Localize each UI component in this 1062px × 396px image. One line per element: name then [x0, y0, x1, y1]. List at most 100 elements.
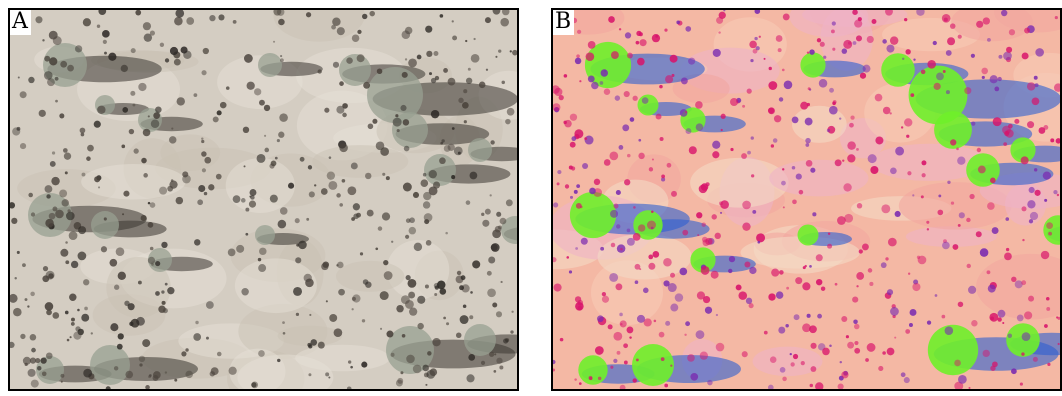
speckle [482, 219, 490, 227]
speckle [153, 371, 161, 379]
speckle [147, 115, 150, 118]
vegetation [690, 247, 716, 273]
speckle [424, 219, 430, 225]
speckle [791, 165, 796, 170]
speckle [423, 191, 432, 201]
speckle [741, 153, 747, 159]
speckle [469, 315, 474, 320]
speckle [193, 333, 202, 341]
speckle [197, 199, 204, 206]
speckle [82, 18, 92, 27]
speckle [427, 351, 432, 356]
speckle [350, 162, 358, 170]
speckle [445, 231, 448, 235]
speckle [643, 318, 652, 327]
speckle [619, 312, 623, 317]
speckle [608, 16, 615, 23]
speckle [627, 153, 631, 158]
green-vegetation [569, 41, 1060, 386]
speckle [867, 154, 877, 164]
speckle [49, 57, 58, 66]
speckle [553, 257, 557, 263]
speckle [317, 69, 322, 74]
speckle [829, 344, 832, 347]
speckle [43, 71, 53, 80]
speckle [809, 383, 814, 388]
speckle [218, 14, 225, 21]
speckle [352, 203, 361, 211]
speckle [494, 353, 497, 356]
speckle [886, 347, 895, 356]
speckle [989, 312, 999, 322]
speckle [894, 210, 901, 218]
speckle [401, 71, 408, 78]
speckle [439, 14, 444, 18]
speckle [500, 280, 503, 284]
speckle [1021, 332, 1031, 341]
speckle [574, 129, 584, 139]
speckle [712, 48, 721, 57]
speckle [489, 351, 495, 357]
speckle [325, 300, 328, 303]
speckle [615, 283, 623, 291]
speckle [356, 212, 361, 218]
false-color-photo [553, 10, 1060, 389]
speckle [859, 72, 867, 79]
speckle [900, 126, 904, 129]
speckle [433, 51, 439, 57]
speckle [941, 314, 946, 319]
speckle [905, 329, 911, 334]
speckle [161, 300, 166, 305]
speckle [161, 290, 165, 294]
speckle [886, 289, 894, 296]
speckle [117, 333, 124, 340]
panel-a-aerial-image: A [8, 8, 519, 391]
dark-speckles [10, 10, 517, 389]
speckle [894, 336, 897, 339]
speckle [942, 241, 950, 250]
shrub [91, 211, 119, 239]
speckle [987, 37, 991, 42]
speckle [29, 333, 37, 341]
speckle [365, 172, 372, 180]
speckle [423, 213, 433, 222]
speckle [287, 182, 295, 189]
speckle [183, 50, 192, 60]
speckle [850, 115, 855, 120]
speckle [574, 296, 582, 303]
speckle [236, 244, 245, 253]
speckle [70, 260, 79, 269]
speckle [104, 51, 107, 55]
speckle [96, 24, 101, 28]
speckle [651, 210, 654, 214]
speckle [1028, 219, 1034, 224]
speckle [597, 376, 602, 381]
speckle [150, 119, 160, 129]
speckle [832, 47, 836, 51]
speckle [396, 304, 404, 313]
speckle [462, 304, 467, 309]
speckle [227, 248, 236, 257]
speckle [553, 359, 556, 365]
speckle [858, 249, 863, 254]
speckle [589, 187, 596, 195]
speckle [1055, 138, 1060, 144]
speckle [470, 53, 480, 63]
speckle [752, 48, 758, 54]
speckle [956, 147, 959, 151]
speckle [174, 378, 178, 382]
speckle [629, 336, 632, 339]
speckle [659, 137, 664, 142]
speckle [459, 285, 465, 291]
speckle [456, 270, 462, 276]
speckle [505, 118, 511, 125]
speckle [1028, 186, 1035, 194]
speckle [70, 322, 75, 326]
speckle [309, 313, 312, 317]
speckle [68, 231, 78, 241]
speckle [837, 383, 844, 389]
speckle [41, 371, 47, 377]
speckle [417, 322, 424, 330]
speckle [201, 151, 207, 157]
speckle [35, 16, 43, 24]
